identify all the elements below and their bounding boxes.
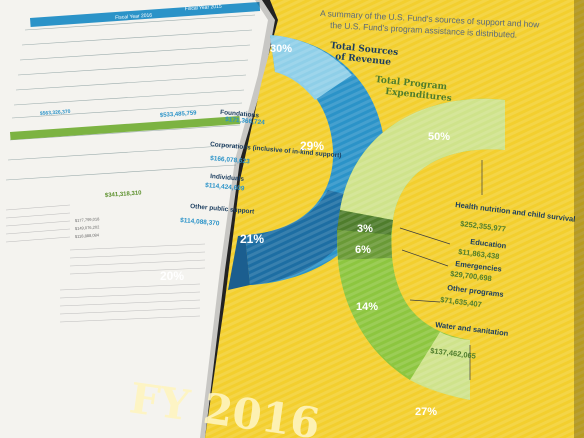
revenue-value-other: $114,088,370 [180, 217, 220, 227]
financial-table: Fiscal Year 2016 Fiscal Year 2015 $563,3… [5, 1, 261, 323]
program-label-education: Education [470, 237, 507, 250]
total-fy2016: $563,326,370 [40, 109, 71, 117]
program-ring-stripes [337, 98, 505, 400]
program-donut: 50% 3% 6% 14% 27% [337, 98, 505, 418]
footnote-lines [5, 204, 206, 323]
revenue-percent-individuals: 21% [240, 232, 264, 246]
revenue-label-foundations: Foundations [220, 109, 260, 119]
revenue-label-individuals: Individuals [210, 173, 245, 183]
total-fy2015: $533,485,759 [160, 110, 198, 119]
program-percent-other: 14% [356, 301, 378, 313]
header-fy2016: Fiscal Year 2016 [115, 13, 153, 22]
program-percent-education: 3% [357, 223, 373, 235]
header-fy2015: Fiscal Year 2015 [185, 4, 223, 13]
page-edge-shadow [574, 0, 584, 438]
program-percent-health: 50% [428, 131, 450, 143]
leader-lines [399, 160, 483, 380]
revenue-segment-other [228, 235, 250, 290]
program-percent-water: 27% [415, 406, 437, 418]
lower-value-3: $118,888,084 [75, 232, 100, 239]
lower-value-1: $177,799,018 [75, 216, 101, 223]
table-header-bar [30, 1, 261, 28]
revenue-percent-other: 20% [160, 269, 184, 283]
revenue-percent-foundations: 30% [270, 43, 292, 55]
green-header-bar [10, 115, 240, 141]
lower-value-2: $149,076,202 [75, 224, 101, 231]
revenue-value-foundations: $171,366,724 [225, 116, 266, 126]
subtotal: $341,318,310 [105, 190, 143, 199]
table-lines [5, 14, 256, 181]
revenue-percent-corporations: 29% [300, 139, 324, 153]
revenue-value-corporations: $166,078,623 [210, 155, 251, 165]
program-percent-emergencies: 6% [355, 244, 371, 256]
revenue-value-individuals: $114,424,609 [205, 182, 245, 192]
